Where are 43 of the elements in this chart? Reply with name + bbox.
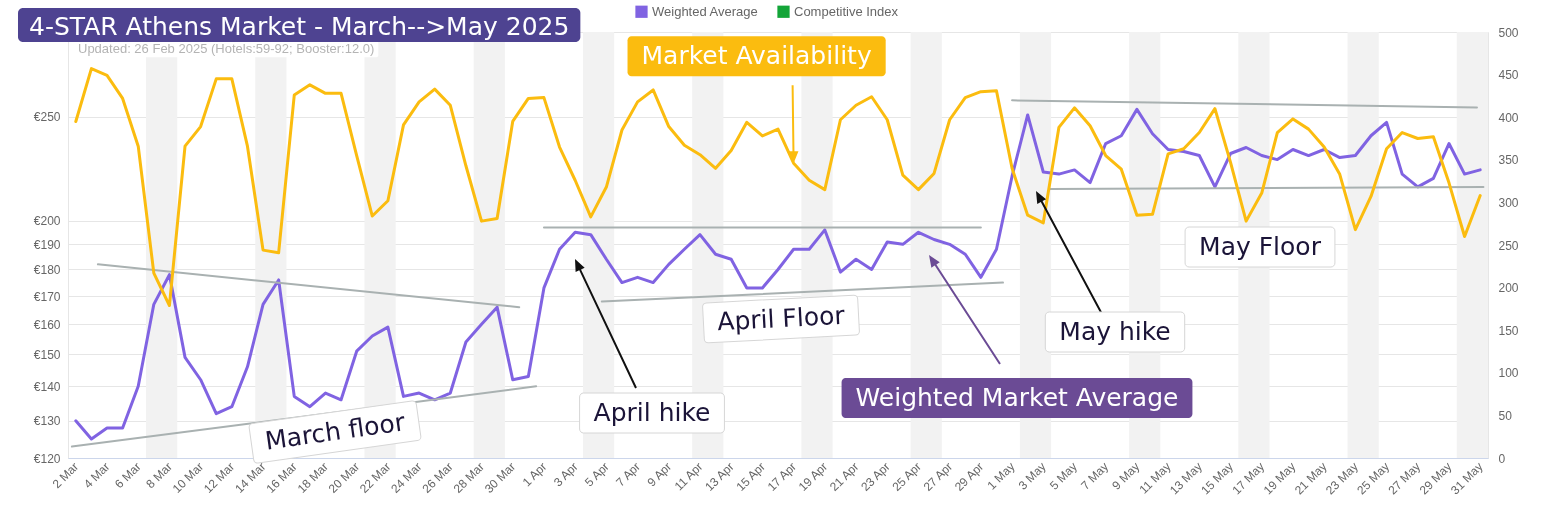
y-tick-label: €150 — [33, 347, 61, 362]
y2-tick-label: 0 — [1498, 451, 1506, 466]
x-tick-label: 1 Apr — [519, 459, 550, 490]
y-tick-label: €120 — [33, 451, 61, 466]
annotation: March floor — [263, 407, 408, 456]
legend-label: Weighted Average — [652, 3, 758, 19]
y-tick-label: €170 — [33, 289, 61, 304]
chart-title: 4-STAR Athens Market - March-->May 2025 — [29, 12, 570, 41]
y2-tick-label: 350 — [1498, 153, 1519, 168]
y2-tick-label: 300 — [1498, 195, 1519, 210]
annotation: Updated: 26 Feb 2025 (Hotels:59-92; Booster:12.0) — [78, 41, 375, 56]
x-tick-label: 3 May — [1015, 459, 1049, 493]
y2-tick-label: 150 — [1498, 323, 1519, 338]
y-tick-label: €200 — [33, 214, 61, 229]
line-series — [74, 67, 1482, 307]
y2-tick-label: 100 — [1498, 366, 1519, 381]
x-tick-label: 1 May — [984, 459, 1018, 493]
y2-tick-label: 400 — [1498, 110, 1519, 125]
x-tick-label: 7 May — [1078, 459, 1112, 493]
x-tick-label: 5 Apr — [582, 459, 612, 490]
y2-tick-label: 450 — [1498, 68, 1519, 83]
y2-tick-label: 200 — [1498, 281, 1519, 296]
x-tick-label: 7 Apr — [613, 459, 644, 490]
y2-tick-label: 250 — [1498, 238, 1519, 253]
annotation: April hike — [593, 398, 711, 427]
x-tick-label: 6 Mar — [112, 459, 144, 492]
y-tick-label: €250 — [33, 110, 61, 125]
y2-tick-label: 500 — [1498, 25, 1519, 40]
legend-label: Competitive Index — [794, 3, 899, 19]
y-tick-label: €180 — [33, 262, 61, 277]
annotation: April Floor — [716, 300, 846, 337]
x-tick-label: 4 Mar — [80, 459, 113, 492]
y-tick-label: €140 — [33, 379, 61, 394]
x-tick-label: 3 Apr — [550, 459, 581, 490]
y2-tick-label: 50 — [1498, 408, 1513, 423]
annotation: May hike — [1059, 317, 1171, 346]
y-tick-label: €160 — [33, 317, 61, 332]
y-tick-label: €190 — [33, 237, 61, 252]
y-tick-label: €130 — [33, 414, 61, 429]
annotation: Weighted Market Average — [855, 383, 1179, 412]
x-tick-label: 5 May — [1046, 459, 1080, 493]
series-label: Market Availability — [641, 41, 872, 71]
annotation: May Floor — [1199, 232, 1322, 261]
